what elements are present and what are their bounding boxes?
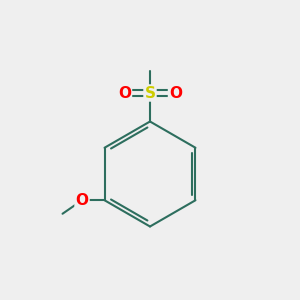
Text: O: O xyxy=(118,85,131,100)
Text: O: O xyxy=(76,193,88,208)
Text: O: O xyxy=(169,85,182,100)
Text: S: S xyxy=(145,85,155,100)
